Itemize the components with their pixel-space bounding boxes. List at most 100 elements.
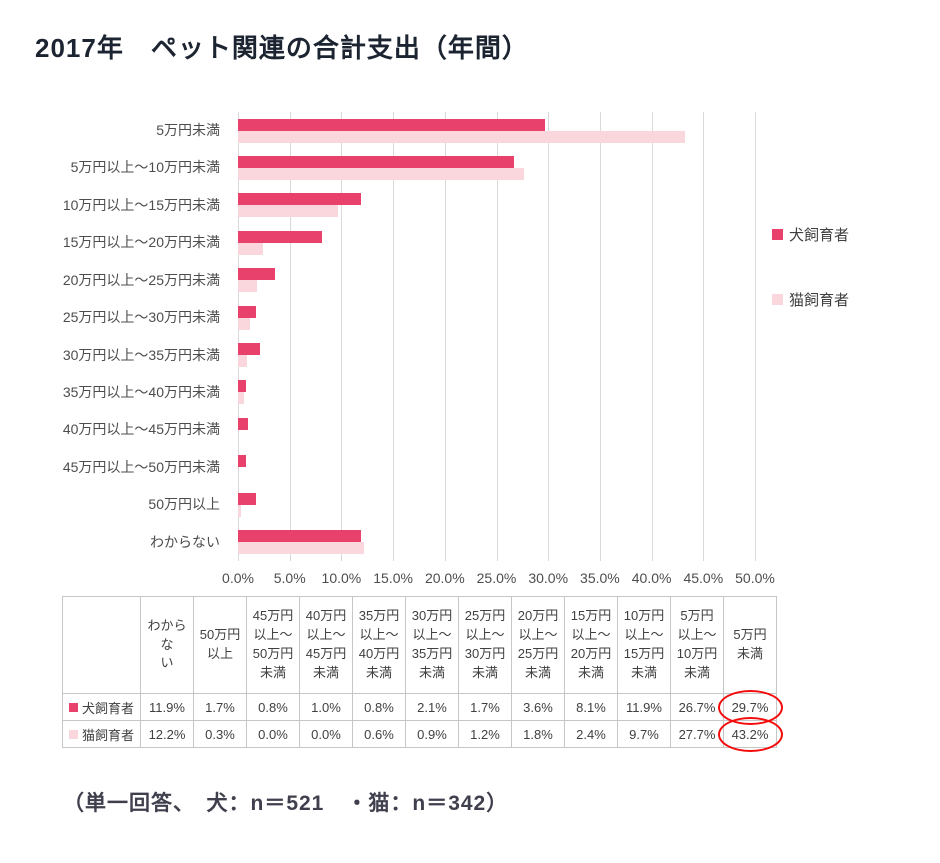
bar-dog-11	[238, 530, 362, 543]
table-cell: 27.7%	[670, 720, 724, 748]
bar-dog-10	[238, 492, 256, 505]
x-axis-labels: 0.0% 5.0% 10.0% 15.0% 20.0% 25.0% 30.0% 35.0% 40…	[222, 570, 775, 590]
bar-cat-2	[238, 205, 339, 218]
table-row-label: 猫飼育者	[62, 720, 141, 748]
category-label: 25万円以上～30万円未満	[62, 309, 220, 326]
table-row-label-content: 猫飼育者	[64, 725, 140, 744]
table-column-header: わからな い	[140, 596, 194, 694]
table-cell: 0.0%	[246, 720, 300, 748]
data-table: わからな い 50万円 以上 45万円 以上～ 50万円 未満 40万円 以上～ 45…	[62, 596, 777, 748]
table-column-header: 10万円 以上～ 15万円 未満	[617, 596, 671, 694]
table-column-header: 20万円 以上～ 25万円 未満	[511, 596, 565, 694]
bar-cat-3	[238, 242, 263, 255]
plot-area	[238, 112, 756, 561]
chart-legend: 犬飼育者 猫飼育者	[772, 224, 849, 310]
bar-cat-4	[238, 280, 257, 293]
table-column-header: 35万円 以上～ 40万円 未満	[352, 596, 406, 694]
legend-item-dog: 犬飼育者	[772, 224, 849, 245]
legend-item-cat: 猫飼育者	[772, 289, 849, 310]
table-column-header: 15万円 以上～ 20万円 未満	[564, 596, 618, 694]
legend-label: 犬飼育者	[789, 227, 850, 244]
gridline	[548, 112, 550, 561]
gridline	[341, 112, 343, 561]
category-label: 35万円以上～40万円未満	[62, 383, 220, 400]
table-column-header: 40万円 以上～ 45万円 未満	[299, 596, 353, 694]
x-tick-label: 35.0%	[580, 570, 620, 586]
legend-key-dog	[68, 702, 78, 712]
table-cell: 2.1%	[405, 693, 459, 721]
gridline	[651, 112, 653, 561]
table-row-label-content: 犬飼育者	[64, 698, 140, 717]
table-cell: 9.7%	[617, 720, 671, 748]
gridline	[444, 112, 446, 561]
x-tick-label: 50.0%	[735, 570, 775, 586]
bar-dog-0	[238, 118, 546, 131]
category-label: 40万円以上～45万円未満	[62, 421, 220, 438]
bar-dog-7	[238, 380, 247, 393]
table-cell: 43.2%	[723, 720, 777, 748]
bar-cat-10	[238, 504, 242, 517]
table-column-header: 5万円 未満	[723, 596, 777, 694]
table-cell: 2.4%	[564, 720, 618, 748]
table-row-label: 犬飼育者	[62, 693, 141, 721]
gridline	[599, 112, 601, 561]
table-cell: 0.8%	[352, 693, 406, 721]
legend-key-cat	[68, 729, 78, 739]
legend-swatch-dog	[772, 229, 783, 240]
gridline	[703, 112, 705, 561]
x-tick-label: 15.0%	[373, 570, 413, 586]
table-cell: 0.0%	[299, 720, 353, 748]
table-row-dog: 犬飼育者 11.9% 1.7% 0.8% 1.0% 0.8% 2.1% 1.7% 3.6% 8.1…	[62, 693, 777, 721]
table-row-label-text: 猫飼育者	[81, 727, 134, 743]
table-cell: 11.9%	[140, 693, 194, 721]
table-cell: 0.3%	[193, 720, 247, 748]
category-label: 30万円以上～35万円未満	[62, 346, 220, 363]
gridline	[238, 112, 239, 561]
bar-dog-4	[238, 268, 276, 281]
category-label: 5万円未満	[156, 122, 220, 138]
x-tick-label: 10.0%	[321, 570, 362, 586]
table-cell: 1.2%	[458, 720, 512, 748]
category-label: わからない	[150, 533, 220, 550]
x-tick-label: 45.0%	[683, 570, 724, 586]
x-tick-label: 5.0%	[273, 570, 306, 586]
table-column-header: 30万円 以上～ 35万円 未満	[405, 596, 459, 694]
bar-cat-0	[238, 130, 685, 143]
gridline	[393, 112, 395, 561]
gridline	[496, 112, 498, 561]
x-tick-label: 25.0%	[476, 570, 517, 586]
chart-title: 2017年 ペット関連の合計支出（年間）	[35, 33, 529, 63]
table-cell: 11.9%	[617, 693, 671, 721]
table-cell: 8.1%	[564, 693, 618, 721]
x-tick-label: 0.0%	[222, 570, 254, 586]
table-column-header: 5万円 以上～ 10万円 未満	[670, 596, 724, 694]
table-cell: 0.6%	[352, 720, 406, 748]
gridline	[755, 112, 756, 561]
table-cell: 0.8%	[246, 693, 300, 721]
bar-dog-2	[238, 193, 362, 206]
bar-dog-9	[238, 455, 247, 468]
table-header-row: わからな い 50万円 以上 45万円 以上～ 50万円 未満 40万円 以上～ 45…	[62, 596, 777, 694]
category-label: 10万円以上～15万円未満	[62, 196, 220, 213]
table-cell: 1.7%	[458, 693, 512, 721]
bar-dog-6	[238, 343, 260, 355]
y-axis-labels: 5万円未満 5万円以上～10万円未満 10万円以上～15万円未満 15万円以上～20万…	[0, 112, 230, 561]
table-column-header: 50万円 以上	[193, 596, 247, 694]
bar-cat-6	[238, 355, 248, 367]
bar-cat-5	[238, 317, 251, 330]
category-label: 45万円以上～50万円未満	[62, 458, 220, 475]
table-cell: 0.9%	[405, 720, 459, 748]
legend-label: 猫飼育者	[789, 292, 850, 309]
category-label: 50万円以上	[148, 496, 220, 513]
table-cell: 29.7%	[723, 693, 777, 721]
bar-cat-7	[238, 392, 245, 405]
legend-swatch-cat	[772, 294, 783, 305]
table-row-label-text: 犬飼育者	[81, 700, 134, 716]
x-tick-label: 40.0%	[631, 570, 672, 586]
table-row-cat: 猫飼育者 12.2% 0.3% 0.0% 0.0% 0.6% 0.9% 1.2% 1.8% 2.4…	[62, 720, 777, 748]
table-cell: 3.6%	[511, 693, 565, 721]
x-tick-label: 30.0%	[528, 570, 569, 586]
bar-dog-1	[238, 155, 515, 168]
bar-dog-5	[238, 305, 256, 318]
